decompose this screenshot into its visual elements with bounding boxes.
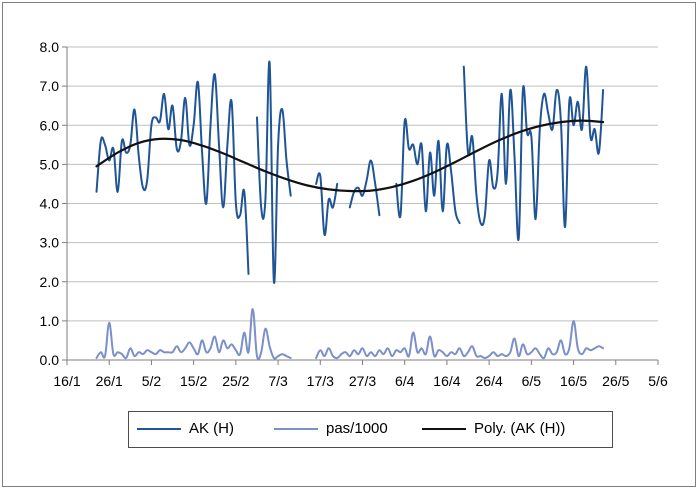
legend-label-pas-1000: pas/1000 — [326, 420, 388, 437]
legend-label-poly-ak-h: Poly. (AK (H)) — [474, 420, 566, 437]
x-tick-label: 27/3 — [349, 373, 376, 389]
series-line — [95, 308, 605, 361]
x-tick-labels: 16/1 26/1 5/2 15/2 25/2 7/3 17/3 27/3 6/4 16/4 26/… — [53, 373, 668, 389]
y-tick-label: 5.0 — [40, 156, 60, 172]
x-tick-label: 16/5 — [560, 373, 587, 389]
y-tick-labels: 0.0 1.0 2.0 3.0 4.0 5.0 6.0 7.0 8.0 — [40, 39, 60, 368]
series-poly-ak-h — [95, 119, 605, 193]
x-tick-label: 16/4 — [433, 373, 460, 389]
x-tick-label: 25/2 — [222, 373, 249, 389]
legend-swatch-ak-h — [137, 427, 181, 430]
x-tick-label: 6/5 — [522, 373, 542, 389]
x-tick-label: 6/4 — [395, 373, 415, 389]
x-tick-label: 17/3 — [307, 373, 334, 389]
x-tick-label: 26/4 — [476, 373, 503, 389]
legend-swatch-pas-1000 — [274, 427, 318, 430]
x-tick-label: 5/2 — [142, 373, 162, 389]
y-tick-label: 6.0 — [40, 117, 60, 133]
legend-item-pas-1000: pas/1000 — [274, 420, 388, 437]
legend-label-ak-h: AK (H) — [189, 420, 234, 437]
legend: AK (H) pas/1000 Poly. (AK (H)) — [128, 411, 613, 448]
series-ak-h — [95, 60, 605, 284]
series-lines — [95, 60, 605, 361]
x-tick-label: 26/5 — [602, 373, 629, 389]
series-line — [95, 60, 605, 284]
x-tick-label: 7/3 — [268, 373, 288, 389]
x-tick-label: 16/1 — [53, 373, 80, 389]
y-tick-label: 2.0 — [40, 274, 60, 290]
x-tick-label: 26/1 — [96, 373, 123, 389]
x-tick-label: 5/6 — [648, 373, 668, 389]
y-tick-label: 7.0 — [40, 78, 60, 94]
legend-swatch-poly-ak-h — [422, 427, 466, 430]
x-tick-label: 15/2 — [180, 373, 207, 389]
axes — [62, 46, 659, 365]
series-line — [95, 119, 605, 193]
legend-item-ak-h: AK (H) — [137, 420, 234, 437]
y-tick-label: 3.0 — [40, 235, 60, 251]
chart-frame — [2, 2, 696, 487]
legend-item-poly-ak-h: Poly. (AK (H)) — [422, 420, 565, 437]
y-tick-label: 8.0 — [40, 39, 60, 55]
y-tick-label: 4.0 — [40, 196, 60, 212]
y-tick-label: 1.0 — [40, 313, 60, 329]
series-pas-1000 — [95, 308, 605, 361]
y-tick-label: 0.0 — [40, 352, 60, 368]
gridlines — [67, 46, 658, 322]
